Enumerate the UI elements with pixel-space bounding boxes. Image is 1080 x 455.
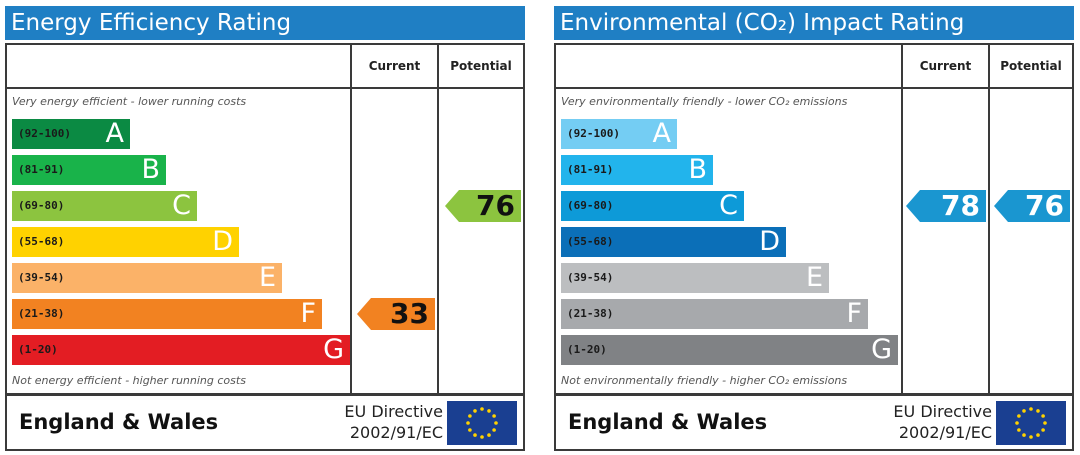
eu-flag-icon xyxy=(996,401,1066,445)
region-label: England & Wales xyxy=(568,410,768,434)
rating-band-f: (21-38) F xyxy=(12,299,322,329)
band-letter-label: E xyxy=(805,262,823,293)
band-letter-label: C xyxy=(719,190,738,221)
band-range-label: (39-54) xyxy=(18,271,65,284)
top-note: Very environmentally friendly - lower CO… xyxy=(561,95,848,108)
potential-column-divider xyxy=(437,45,439,393)
potential-column-header: Potential xyxy=(450,59,512,73)
region-label: England & Wales xyxy=(19,410,219,434)
band-letter-label: B xyxy=(141,154,160,185)
potential-column-divider xyxy=(988,45,990,393)
band-letter-label: D xyxy=(759,226,780,257)
directive-line-1: EU Directive xyxy=(893,402,992,421)
eu-flag-icon xyxy=(447,401,517,445)
arrow-shape xyxy=(445,190,521,222)
band-range-label: (1-20) xyxy=(18,343,58,356)
energy-efficiency-panel: Energy Efficiency Rating Current Potenti… xyxy=(5,6,525,452)
current-rating-arrow: 78 xyxy=(906,190,986,222)
band-letter-label: D xyxy=(212,226,233,257)
current-column-header: Current xyxy=(919,59,972,73)
energy-title: Energy Efficiency Rating xyxy=(5,6,525,40)
band-range-label: (69-80) xyxy=(18,199,65,212)
rating-band-c: (69-80) C xyxy=(12,191,197,221)
rating-band-d: (55-68) D xyxy=(561,227,786,257)
band-letter-label: G xyxy=(871,334,892,365)
directive-line-2: 2002/91/EC xyxy=(349,423,443,442)
eu-directive-label: EU Directive 2002/91/EC xyxy=(344,401,443,443)
rating-band-f: (21-38) F xyxy=(561,299,868,329)
rating-band-b: (81-91) B xyxy=(12,155,166,185)
energy-footer: England & Wales EU Directive 2002/91/EC xyxy=(5,394,525,451)
potential-rating-value: 76 xyxy=(476,189,515,222)
band-range-label: (81-91) xyxy=(18,163,65,176)
potential-rating-arrow: 76 xyxy=(994,190,1070,222)
band-range-label: (92-100) xyxy=(567,127,620,140)
rating-band-b: (81-91) B xyxy=(561,155,713,185)
rating-band-a: (92-100) A xyxy=(561,119,677,149)
current-column-divider xyxy=(901,45,903,393)
band-range-label: (69-80) xyxy=(567,199,614,212)
band-range-label: (21-38) xyxy=(567,307,614,320)
current-column-header: Current xyxy=(368,59,421,73)
current-column-divider xyxy=(350,45,352,393)
potential-rating-arrow: 76 xyxy=(445,190,521,222)
header-divider xyxy=(556,87,1072,89)
band-range-label: (1-20) xyxy=(567,343,607,356)
potential-column-header: Potential xyxy=(1000,59,1062,73)
bottom-note: Not environmentally friendly - higher CO… xyxy=(561,374,848,387)
eu-stars-icon xyxy=(466,407,498,439)
band-letter-label: G xyxy=(323,334,344,365)
band-range-label: (55-68) xyxy=(567,235,614,248)
band-range-label: (21-38) xyxy=(18,307,65,320)
current-rating-value: 78 xyxy=(941,189,980,222)
rating-band-e: (39-54) E xyxy=(12,263,282,293)
current-rating-arrow: 33 xyxy=(357,298,435,330)
rating-band-c: (69-80) C xyxy=(561,191,744,221)
band-range-label: (55-68) xyxy=(18,235,65,248)
arrow-shape xyxy=(357,298,435,330)
current-rating-value: 33 xyxy=(390,297,429,330)
environmental-chart-box: Current Potential Very environmentally f… xyxy=(554,43,1074,395)
band-letter-label: F xyxy=(300,298,316,329)
eu-stars-icon xyxy=(1015,407,1047,439)
bottom-note: Not energy efficient - higher running co… xyxy=(12,374,246,387)
eu-directive-label: EU Directive 2002/91/EC xyxy=(893,401,992,443)
rating-band-d: (55-68) D xyxy=(12,227,239,257)
environmental-footer: England & Wales EU Directive 2002/91/EC xyxy=(554,394,1074,451)
arrow-shape xyxy=(906,190,986,222)
directive-line-1: EU Directive xyxy=(344,402,443,421)
band-range-label: (92-100) xyxy=(18,127,71,140)
band-range-label: (81-91) xyxy=(567,163,614,176)
rating-band-g: (1-20) G xyxy=(12,335,350,365)
rating-band-g: (1-20) G xyxy=(561,335,898,365)
rating-band-a: (92-100) A xyxy=(12,119,130,149)
environmental-title: Environmental (CO₂) Impact Rating xyxy=(554,6,1074,40)
rating-band-e: (39-54) E xyxy=(561,263,829,293)
band-letter-label: A xyxy=(652,118,671,149)
header-divider xyxy=(7,87,523,89)
energy-chart-box: Current Potential Very energy efficient … xyxy=(5,43,525,395)
band-range-label: (39-54) xyxy=(567,271,614,284)
potential-rating-value: 76 xyxy=(1025,189,1064,222)
top-note: Very energy efficient - lower running co… xyxy=(12,95,247,108)
band-letter-label: A xyxy=(105,118,124,149)
band-letter-label: F xyxy=(846,298,862,329)
band-letter-label: C xyxy=(172,190,191,221)
band-letter-label: B xyxy=(688,154,707,185)
arrow-shape xyxy=(994,190,1070,222)
directive-line-2: 2002/91/EC xyxy=(898,423,992,442)
band-letter-label: E xyxy=(258,262,276,293)
environmental-impact-panel: Environmental (CO₂) Impact Rating Curren… xyxy=(554,6,1074,452)
